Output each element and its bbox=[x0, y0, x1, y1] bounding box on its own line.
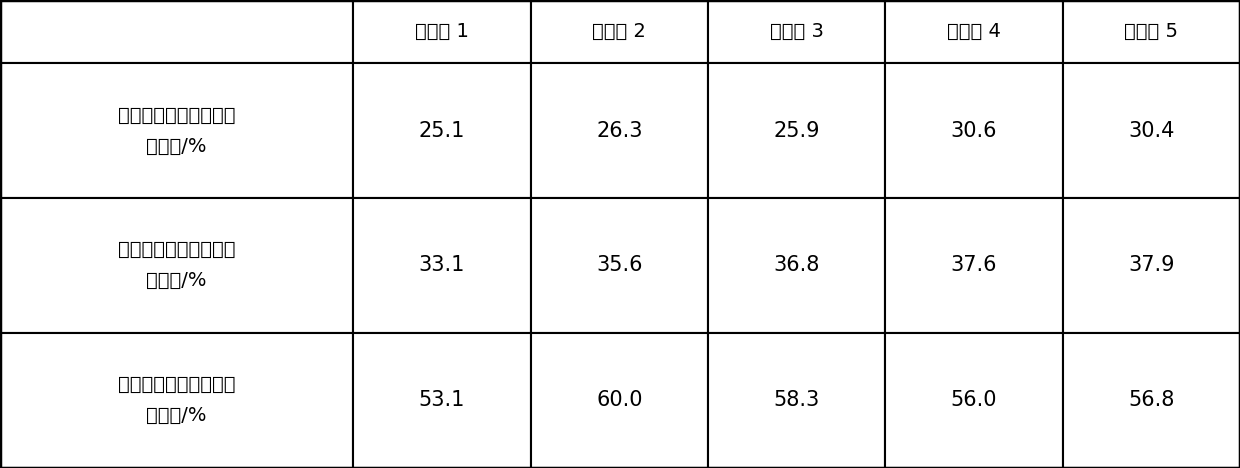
Bar bbox=[708, 63, 885, 198]
Text: 套种一年后减少土壤损
失幅度/%: 套种一年后减少土壤损 失幅度/% bbox=[118, 106, 236, 155]
Text: 实施例 3: 实施例 3 bbox=[770, 22, 823, 41]
Text: 25.9: 25.9 bbox=[774, 121, 820, 140]
Bar bbox=[531, 63, 708, 198]
Bar bbox=[1063, 198, 1240, 333]
Text: 36.8: 36.8 bbox=[774, 256, 820, 275]
Text: 60.0: 60.0 bbox=[596, 390, 642, 410]
Bar bbox=[885, 198, 1063, 333]
Bar bbox=[353, 198, 531, 333]
Bar bbox=[0, 63, 353, 198]
Text: 35.6: 35.6 bbox=[596, 256, 642, 275]
Bar bbox=[531, 198, 708, 333]
Bar bbox=[885, 333, 1063, 468]
Text: 套种二年后减少土壤损
失幅度/%: 套种二年后减少土壤损 失幅度/% bbox=[118, 241, 236, 290]
Bar bbox=[0, 198, 353, 333]
Text: 25.1: 25.1 bbox=[419, 121, 465, 140]
Text: 实施例 4: 实施例 4 bbox=[947, 22, 1001, 41]
Bar bbox=[0, 0, 353, 63]
Text: 56.8: 56.8 bbox=[1128, 390, 1174, 410]
Text: 实施例 5: 实施例 5 bbox=[1125, 22, 1178, 41]
Bar bbox=[885, 63, 1063, 198]
Text: 53.1: 53.1 bbox=[419, 390, 465, 410]
Text: 实施例 1: 实施例 1 bbox=[415, 22, 469, 41]
Bar bbox=[353, 333, 531, 468]
Text: 30.4: 30.4 bbox=[1128, 121, 1174, 140]
Text: 56.0: 56.0 bbox=[951, 390, 997, 410]
Bar bbox=[531, 0, 708, 63]
Bar bbox=[1063, 63, 1240, 198]
Text: 实施例 2: 实施例 2 bbox=[593, 22, 646, 41]
Text: 37.9: 37.9 bbox=[1128, 256, 1174, 275]
Bar bbox=[1063, 0, 1240, 63]
Text: 33.1: 33.1 bbox=[419, 256, 465, 275]
Bar bbox=[708, 333, 885, 468]
Bar bbox=[885, 0, 1063, 63]
Bar bbox=[353, 63, 531, 198]
Text: 58.3: 58.3 bbox=[774, 390, 820, 410]
Text: 37.6: 37.6 bbox=[951, 256, 997, 275]
Bar bbox=[1063, 333, 1240, 468]
Text: 30.6: 30.6 bbox=[951, 121, 997, 140]
Bar bbox=[708, 198, 885, 333]
Bar bbox=[708, 0, 885, 63]
Bar bbox=[531, 333, 708, 468]
Bar bbox=[0, 333, 353, 468]
Text: 26.3: 26.3 bbox=[596, 121, 642, 140]
Text: 套种三年后减少土壤损
失幅度/%: 套种三年后减少土壤损 失幅度/% bbox=[118, 375, 236, 425]
Bar bbox=[353, 0, 531, 63]
